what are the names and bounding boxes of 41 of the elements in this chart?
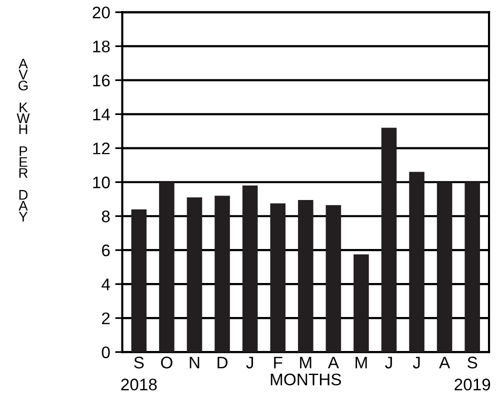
bar (464, 182, 480, 352)
bar (381, 128, 397, 352)
y-tick-label: 10 (93, 176, 110, 188)
y-tick-label: 18 (93, 40, 110, 52)
bar (186, 197, 202, 352)
x-tick-label: O (161, 356, 172, 368)
y-tick-label: 6 (102, 244, 110, 256)
y-tick-label: 2 (102, 312, 110, 324)
x-tick-label: A (328, 356, 339, 368)
text: 2019 (454, 378, 490, 390)
bar (159, 182, 174, 352)
x-tick-label: M (356, 356, 367, 368)
bar (242, 186, 258, 352)
x-tick-label: D (218, 356, 228, 368)
bar (409, 172, 424, 352)
x-tick-label: F (274, 356, 282, 368)
text: AVG KWH PER DAY (16, 58, 30, 222)
bar (270, 203, 286, 352)
x-tick-label: A (439, 356, 450, 368)
text: 2018 (121, 378, 157, 390)
y-tick-label: 16 (93, 74, 110, 86)
x-tick-label: J (385, 356, 392, 368)
bar (354, 254, 369, 352)
x-tick-label: M (300, 356, 312, 368)
x-axis-title: MONTHS (270, 374, 341, 386)
x-tick-label: S (468, 356, 478, 368)
x-tick-label: N (190, 356, 200, 368)
y-tick-label: 20 (92, 6, 110, 18)
bar (298, 200, 314, 352)
bar (436, 182, 452, 352)
y-tick-label: 8 (102, 210, 110, 222)
x-tick-label: J (412, 356, 420, 368)
y-tick-label: 4 (102, 278, 110, 290)
y-tick-label: 12 (93, 142, 110, 154)
y-tick-label: 14 (93, 108, 110, 120)
bar (326, 205, 342, 352)
x-tick-label: S (134, 356, 144, 368)
y-tick-label: 0 (102, 346, 110, 358)
bar (214, 196, 230, 352)
bar (131, 209, 147, 352)
x-tick-label: J (246, 356, 253, 368)
